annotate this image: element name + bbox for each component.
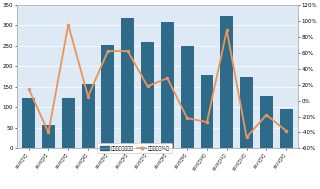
Legend: 总销售额（百万）, 环比增长（%）: 总销售额（百万）, 环比增长（%） [97, 143, 172, 153]
Bar [141, 42, 154, 148]
Bar [260, 96, 273, 148]
Bar [280, 109, 293, 148]
Bar [22, 98, 35, 148]
Bar [62, 98, 75, 148]
Bar [201, 75, 213, 148]
Bar [121, 18, 134, 148]
Bar [42, 125, 55, 148]
Bar [181, 46, 194, 148]
Bar [220, 16, 233, 148]
Bar [101, 45, 114, 148]
Bar [82, 84, 94, 148]
Bar [161, 22, 174, 148]
Bar [240, 77, 253, 148]
